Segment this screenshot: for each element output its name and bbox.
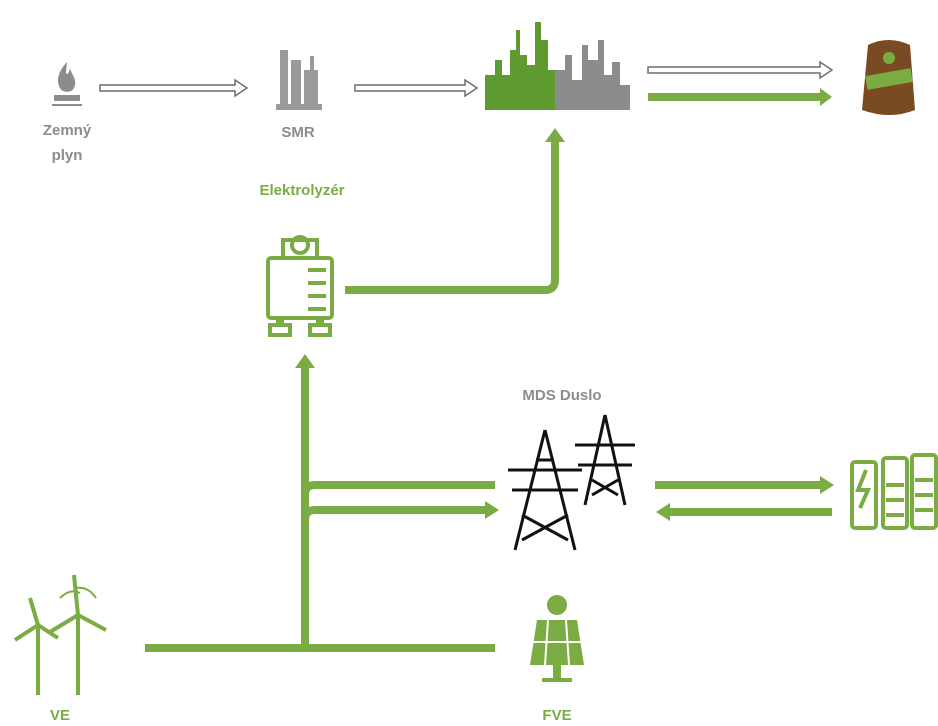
electrolyzer-icon bbox=[268, 237, 332, 335]
gas-label-1: Zemný bbox=[43, 122, 92, 139]
battery-icon bbox=[852, 455, 936, 528]
fertilizer-icon bbox=[862, 40, 915, 115]
wind-icon bbox=[15, 575, 106, 695]
grid-label: MDS Duslo bbox=[522, 387, 601, 404]
smr-icon bbox=[276, 50, 322, 110]
smr-label: SMR bbox=[281, 124, 315, 141]
solar-icon bbox=[530, 595, 584, 682]
wind-label: VE bbox=[50, 707, 70, 724]
gray-arrows bbox=[100, 62, 832, 96]
tower-icon bbox=[508, 415, 635, 550]
refinery-icon bbox=[485, 22, 630, 110]
electrolyzer-label: Elektrolyzér bbox=[259, 182, 344, 199]
green-flows bbox=[145, 88, 834, 650]
page: {"nodes": { "natural_gas": {"label": ["Z… bbox=[0, 0, 938, 726]
gas-label-2: plyn bbox=[52, 147, 83, 164]
diagram: Zemný plyn SMR Elektrolyzér MDS Duslo bbox=[0, 0, 938, 726]
solar-label: FVE bbox=[542, 707, 571, 724]
gas-icon bbox=[52, 62, 82, 106]
